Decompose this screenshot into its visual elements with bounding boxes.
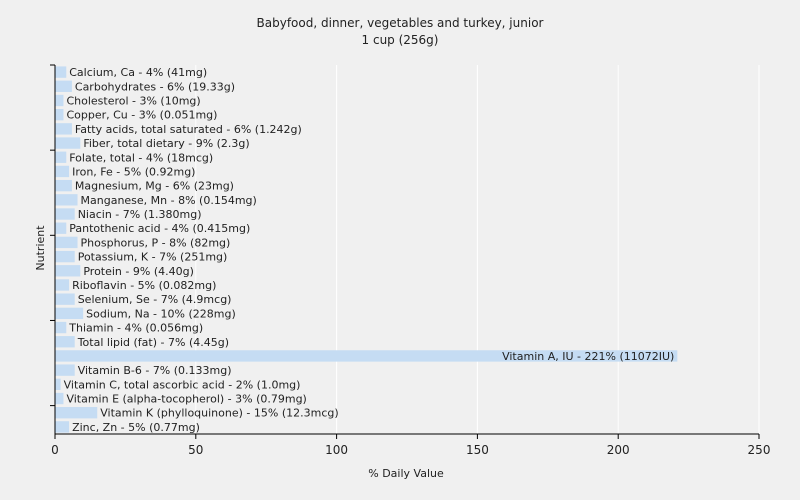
bar-labels: Calcium, Ca - 4% (41mg)Carbohydrates - 6… xyxy=(64,66,675,434)
y-axis-label: Nutrient xyxy=(34,225,47,271)
bar-label: Calcium, Ca - 4% (41mg) xyxy=(69,66,207,79)
bar xyxy=(55,392,64,405)
bar-label: Selenium, Se - 7% (4.9mcg) xyxy=(78,293,232,306)
bar-label: Pantothenic acid - 4% (0.415mg) xyxy=(69,222,250,235)
bar xyxy=(55,108,64,121)
bar-label: Thiamin - 4% (0.056mg) xyxy=(68,322,203,335)
bar xyxy=(55,265,81,277)
bar-label: Copper, Cu - 3% (0.051mg) xyxy=(66,109,217,122)
bar xyxy=(55,250,75,263)
x-axis-label: % Daily Value xyxy=(368,467,444,480)
bar-label: Magnesium, Mg - 6% (23mg) xyxy=(75,180,234,193)
bar-label: Niacin - 7% (1.380mg) xyxy=(78,208,202,221)
bar xyxy=(55,208,75,220)
bar xyxy=(55,336,75,348)
bar-label: Folate, total - 4% (18mcg) xyxy=(69,151,213,164)
bar-label: Vitamin K (phylloquinone) - 15% (12.3mcg… xyxy=(100,407,338,420)
chart-subtitle: 1 cup (256g) xyxy=(362,33,439,47)
bar-label: Iron, Fe - 5% (0.92mg) xyxy=(72,165,195,178)
bar-label: Vitamin C, total ascorbic acid - 2% (1.0… xyxy=(64,378,301,391)
bar-label: Potassium, K - 7% (251mg) xyxy=(78,251,228,264)
bar xyxy=(55,293,75,305)
axes xyxy=(50,64,760,439)
bar xyxy=(55,66,67,78)
bars xyxy=(55,66,678,433)
x-tick-label: 150 xyxy=(466,443,489,457)
x-tick-labels: 0 50 100 150 200 250 xyxy=(51,443,770,457)
x-tick-label: 50 xyxy=(188,443,203,457)
bar xyxy=(55,236,78,249)
bar-label: Fatty acids, total saturated - 6% (1.242… xyxy=(75,123,302,136)
bar-label: Sodium, Na - 10% (228mg) xyxy=(86,307,236,320)
bar xyxy=(55,350,678,362)
bar xyxy=(55,321,67,334)
bar xyxy=(55,222,67,234)
x-tick-label: 0 xyxy=(51,443,59,457)
bar xyxy=(55,123,72,135)
bar-label: Fiber, total dietary - 9% (2.3g) xyxy=(83,137,249,150)
bar xyxy=(55,151,67,163)
bar-label: Vitamin E (alpha-tocopherol) - 3% (0.79m… xyxy=(66,393,306,406)
bar xyxy=(55,307,84,320)
bar-label: Total lipid (fat) - 7% (4.45g) xyxy=(77,336,229,349)
bar xyxy=(55,421,70,433)
bar-label: Cholesterol - 3% (10mg) xyxy=(66,94,200,107)
bar-label: Protein - 9% (4.40g) xyxy=(83,265,194,278)
bar xyxy=(55,165,70,178)
bar xyxy=(55,279,70,291)
x-tick-label: 200 xyxy=(607,443,630,457)
chart-title: Babyfood, dinner, vegetables and turkey,… xyxy=(257,16,544,30)
bar-label: Vitamin B-6 - 7% (0.133mg) xyxy=(78,364,232,377)
bar-label: Vitamin A, IU - 221% (11072IU) xyxy=(502,350,674,363)
bar xyxy=(55,137,81,149)
x-tick-label: 250 xyxy=(748,443,771,457)
bar xyxy=(55,94,64,107)
x-tick-label: 100 xyxy=(325,443,348,457)
bar-label: Riboflavin - 5% (0.082mg) xyxy=(72,279,216,292)
bar xyxy=(55,179,72,192)
grid-lines xyxy=(195,65,760,434)
bar-label: Zinc, Zn - 5% (0.77mg) xyxy=(72,421,200,434)
bar xyxy=(55,194,78,206)
bar xyxy=(55,407,98,419)
bar-label: Phosphorus, P - 8% (82mg) xyxy=(81,236,231,249)
bar-label: Manganese, Mn - 8% (0.154mg) xyxy=(81,194,257,207)
bar xyxy=(55,364,75,376)
bar-label: Carbohydrates - 6% (19.33g) xyxy=(75,80,235,93)
bar xyxy=(55,80,72,92)
bar xyxy=(55,378,61,391)
